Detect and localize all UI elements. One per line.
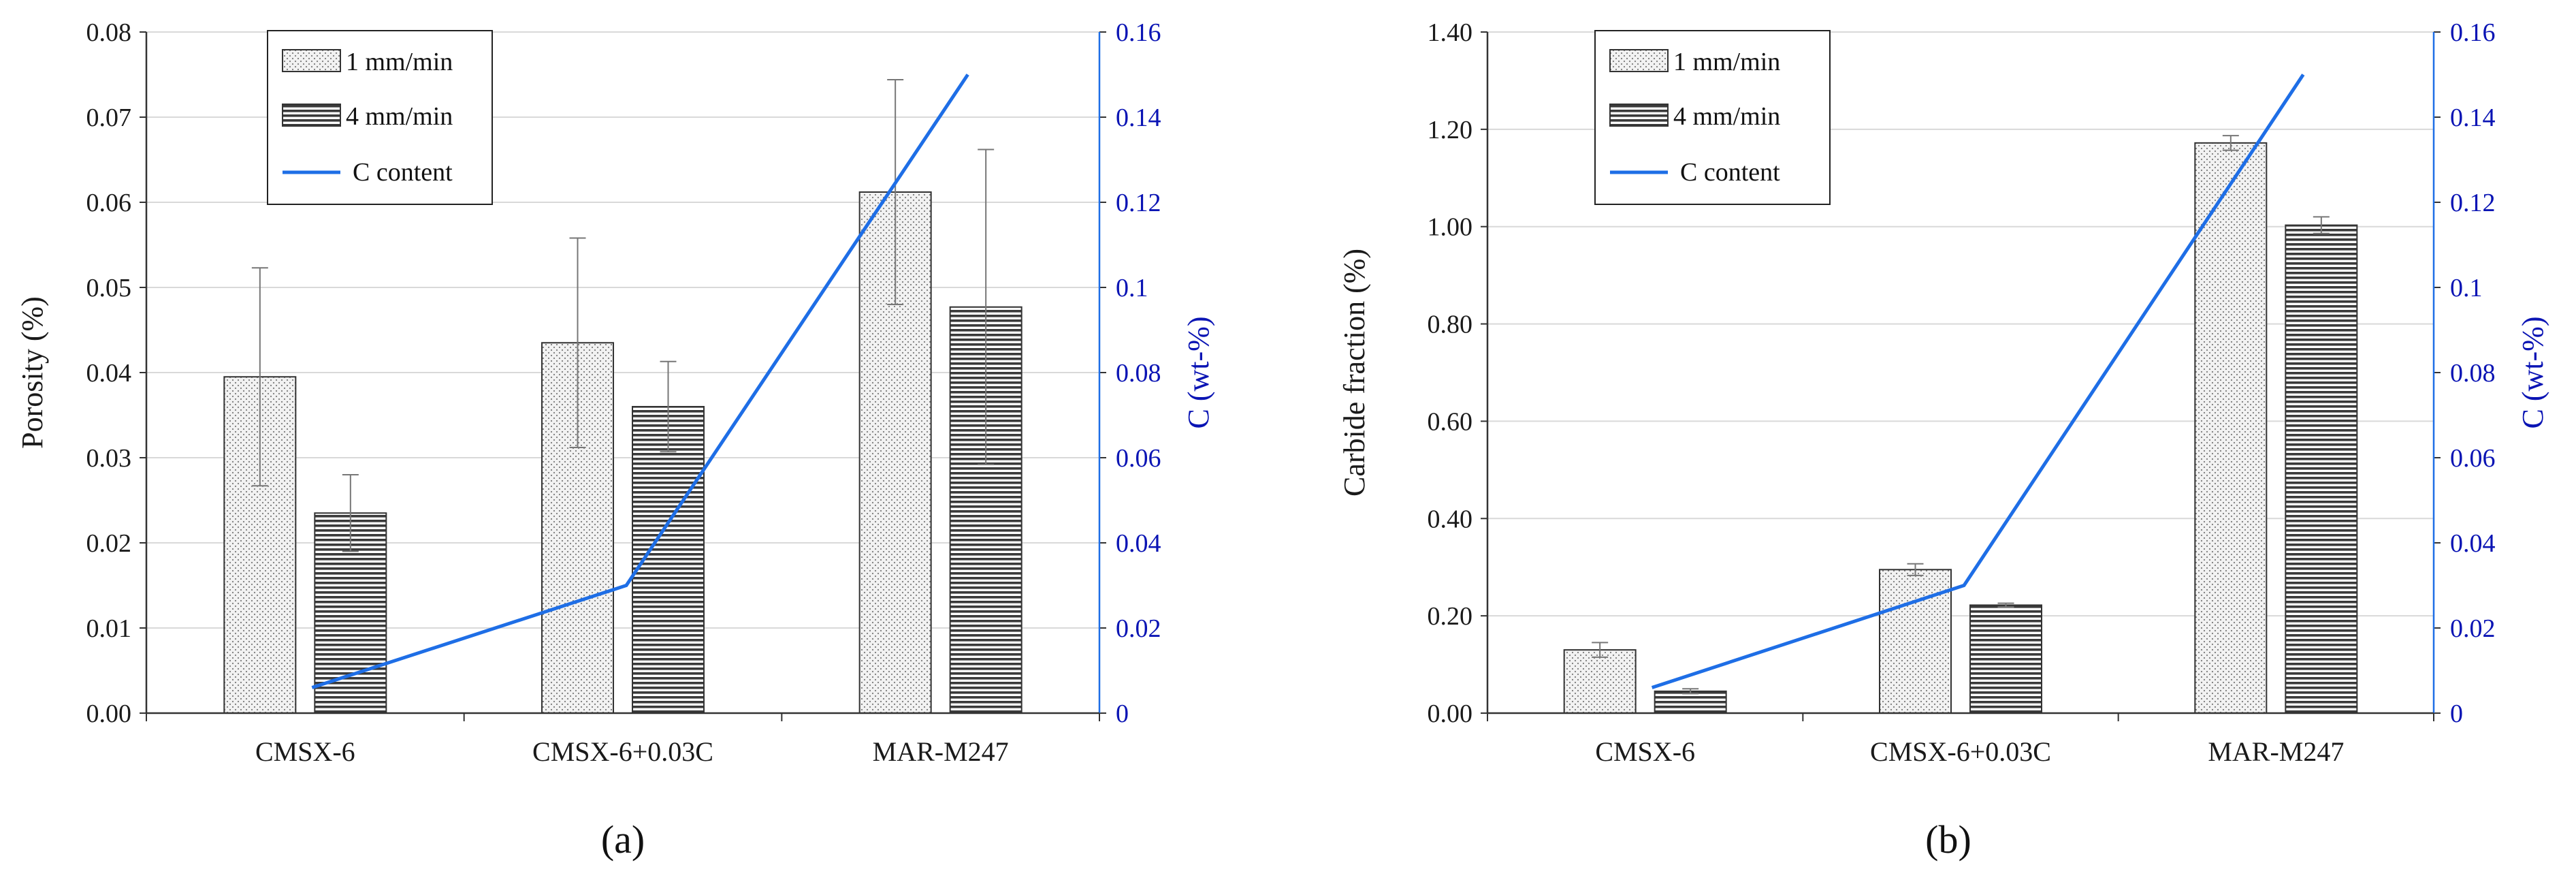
y-right-tick-label: 0.02 [2450, 614, 2496, 643]
y-tick-label: 1.40 [1428, 18, 1473, 47]
chart-panel-b: 0.00 0.20 0.40 0.60 0.80 1.00 1.20 1.40 0 0.02 0.0… [1338, 18, 2549, 862]
y-axis-title: Carbide fraction (%) [1338, 249, 1371, 497]
legend-label-4mm: 4 mm/min [346, 102, 453, 131]
y-tick-label: 0.60 [1428, 407, 1473, 436]
y-right-tick-label: 0.04 [2450, 529, 2496, 558]
y-tick-label: 0.07 [86, 104, 132, 132]
y-tick-label: 0.80 [1428, 311, 1473, 339]
y-tick-label: 0.06 [86, 189, 132, 217]
y-tick-label: 0.00 [86, 700, 132, 728]
y-right-axis-title: C (wt-%) [1182, 317, 1215, 429]
y-right-tick-label: 0.08 [1116, 359, 1161, 388]
y-tick-label: 0.20 [1428, 602, 1473, 631]
category-label: CMSX-6 [1595, 736, 1695, 767]
y-right-tick-label: 0.14 [1116, 104, 1161, 132]
y-tick-label: 0.03 [86, 444, 132, 473]
y-tick-label: 0.40 [1428, 505, 1473, 533]
bar-1mm-1 [1879, 569, 1952, 714]
y-right-tick-label: 0.1 [1116, 274, 1148, 302]
y-right-tick-label: 0.06 [1116, 444, 1161, 473]
category-label: CMSX-6+0.03C [1870, 736, 2051, 767]
y-right-tick-label: 0.12 [2450, 189, 2496, 217]
category-label: MAR-M247 [873, 736, 1009, 767]
y-tick-label: 0.08 [86, 18, 132, 47]
y-right-tick-label: 0.06 [2450, 444, 2496, 473]
y-right-axis-title: C (wt-%) [2516, 317, 2549, 429]
y-right-tick-label: 0 [2450, 700, 2463, 728]
y-right-tick-label: 0.1 [2450, 274, 2483, 302]
legend-label-1mm: 1 mm/min [1673, 48, 1780, 76]
category-label: MAR-M247 [2208, 736, 2344, 767]
y-right-tick-label: 0.12 [1116, 189, 1161, 217]
legend-label-1mm: 1 mm/min [346, 48, 453, 76]
y-tick-label: 0.01 [86, 614, 132, 643]
y-tick-label: 0.04 [86, 359, 132, 388]
category-label: CMSX-6+0.03C [532, 736, 713, 767]
y-axis-title: Porosity (%) [16, 296, 49, 449]
y-right-tick-label: 0.08 [2450, 359, 2496, 388]
category-label: CMSX-6 [255, 736, 355, 767]
legend-label-c-content: C content [353, 158, 453, 187]
bar-1mm-0 [1563, 649, 1637, 714]
chart-panel-a: 0.00 0.01 0.02 0.03 0.04 0.05 0.06 0.07 0.08 0 0.0… [16, 18, 1215, 862]
c-content-line [311, 74, 969, 689]
legend-label-4mm: 4 mm/min [1673, 102, 1780, 131]
bar-4mm-1 [1969, 604, 2042, 714]
c-content-line [1651, 74, 2305, 689]
y-tick-label: 0.05 [86, 274, 132, 302]
y-right-tick-label: 0.14 [2450, 104, 2496, 132]
legend-swatch-1mm [1609, 49, 1669, 72]
y-tick-label: 0.02 [86, 529, 132, 558]
legend-swatch-4mm [282, 104, 341, 127]
panel-label: (b) [1925, 817, 1971, 862]
legend-label-c-content: C content [1680, 158, 1780, 187]
y-right-tick-label: 0 [1116, 700, 1129, 728]
y-right-tick-label: 0.04 [1116, 529, 1161, 558]
y-tick-label: 0.00 [1428, 700, 1473, 728]
y-right-tick-label: 0.16 [2450, 18, 2496, 47]
legend-swatch-4mm [1609, 104, 1669, 127]
bar-4mm-0 [1654, 690, 1727, 714]
bar-4mm-2 [2285, 224, 2358, 714]
panel-label: (a) [601, 817, 645, 862]
y-tick-label: 1.20 [1428, 116, 1473, 144]
y-tick-label: 1.00 [1428, 213, 1473, 242]
bar-1mm-2 [2194, 142, 2268, 714]
y-right-tick-label: 0.02 [1116, 614, 1161, 643]
legend-swatch-1mm [282, 49, 341, 72]
y-right-tick-label: 0.16 [1116, 18, 1161, 47]
